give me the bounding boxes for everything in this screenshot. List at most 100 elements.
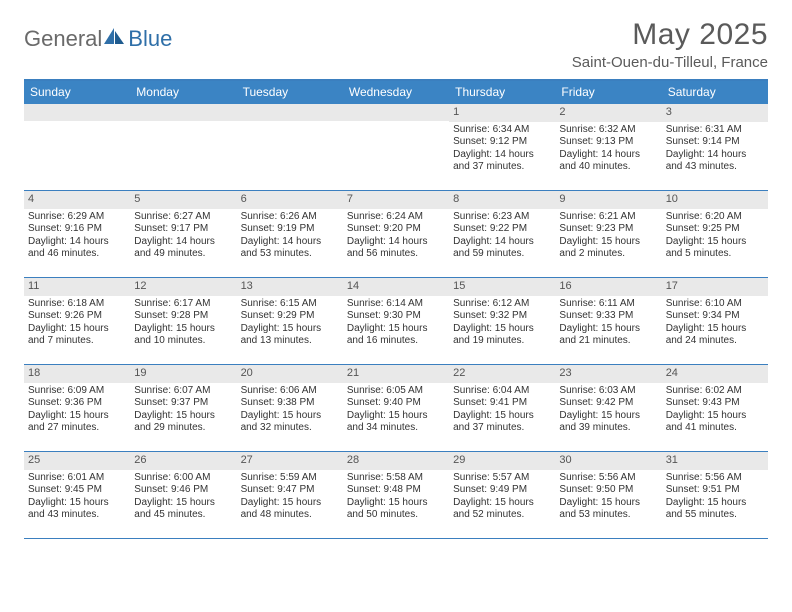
sunrise-line: Sunrise: 6:23 AM: [453, 211, 551, 224]
day-cell-empty: [237, 104, 343, 190]
day-cell-13: 13Sunrise: 6:15 AMSunset: 9:29 PMDayligh…: [237, 278, 343, 364]
day-number: 27: [241, 454, 253, 466]
daylight-line: Daylight: 15 hours and 53 minutes.: [559, 497, 657, 522]
logo: General Blue: [24, 18, 172, 52]
day-cell-7: 7Sunrise: 6:24 AMSunset: 9:20 PMDaylight…: [343, 191, 449, 277]
day-cell-24: 24Sunrise: 6:02 AMSunset: 9:43 PMDayligh…: [662, 365, 768, 451]
sunrise-line: Sunrise: 6:15 AM: [241, 298, 339, 311]
calendar-page: General Blue May 2025 Saint-Ouen-du-Till…: [0, 0, 792, 549]
day-cell-14: 14Sunrise: 6:14 AMSunset: 9:30 PMDayligh…: [343, 278, 449, 364]
day-number-row: 31: [662, 452, 768, 470]
sunset-line: Sunset: 9:49 PM: [453, 484, 551, 497]
daylight-line: Daylight: 15 hours and 7 minutes.: [28, 323, 126, 348]
sunrise-line: Sunrise: 6:07 AM: [134, 385, 232, 398]
day-cell-empty: [343, 104, 449, 190]
sunset-line: Sunset: 9:51 PM: [666, 484, 764, 497]
sunset-line: Sunset: 9:41 PM: [453, 397, 551, 410]
day-number-row: 12: [130, 278, 236, 296]
day-cell-8: 8Sunrise: 6:23 AMSunset: 9:22 PMDaylight…: [449, 191, 555, 277]
sunset-line: Sunset: 9:40 PM: [347, 397, 445, 410]
daylight-line: Daylight: 15 hours and 16 minutes.: [347, 323, 445, 348]
sunset-line: Sunset: 9:38 PM: [241, 397, 339, 410]
sunrise-line: Sunrise: 6:26 AM: [241, 211, 339, 224]
day-number-row: 9: [555, 191, 661, 209]
logo-text-general: General: [24, 26, 102, 52]
day-number: 10: [666, 193, 678, 205]
day-number-row: 22: [449, 365, 555, 383]
day-number-row-empty: [343, 104, 449, 121]
day-number-row: 21: [343, 365, 449, 383]
sunrise-line: Sunrise: 6:24 AM: [347, 211, 445, 224]
day-cell-12: 12Sunrise: 6:17 AMSunset: 9:28 PMDayligh…: [130, 278, 236, 364]
day-number-row: 30: [555, 452, 661, 470]
sunset-line: Sunset: 9:25 PM: [666, 223, 764, 236]
day-number-row: 1: [449, 104, 555, 122]
day-cell-1: 1Sunrise: 6:34 AMSunset: 9:12 PMDaylight…: [449, 104, 555, 190]
sunrise-line: Sunrise: 6:34 AM: [453, 124, 551, 137]
day-cell-empty: [24, 104, 130, 190]
weekday-thursday: Thursday: [449, 81, 555, 104]
day-cell-3: 3Sunrise: 6:31 AMSunset: 9:14 PMDaylight…: [662, 104, 768, 190]
day-cell-6: 6Sunrise: 6:26 AMSunset: 9:19 PMDaylight…: [237, 191, 343, 277]
sunrise-line: Sunrise: 6:04 AM: [453, 385, 551, 398]
daylight-line: Daylight: 14 hours and 56 minutes.: [347, 236, 445, 261]
day-number: 15: [453, 280, 465, 292]
sunrise-line: Sunrise: 5:56 AM: [666, 472, 764, 485]
day-number: 6: [241, 193, 247, 205]
weekday-wednesday: Wednesday: [343, 81, 449, 104]
day-number: 29: [453, 454, 465, 466]
sunrise-line: Sunrise: 6:14 AM: [347, 298, 445, 311]
weekday-sunday: Sunday: [24, 81, 130, 104]
day-number: 23: [559, 367, 571, 379]
daylight-line: Daylight: 14 hours and 53 minutes.: [241, 236, 339, 261]
daylight-line: Daylight: 15 hours and 34 minutes.: [347, 410, 445, 435]
day-number: 21: [347, 367, 359, 379]
daylight-line: Daylight: 14 hours and 46 minutes.: [28, 236, 126, 261]
day-number-row: 19: [130, 365, 236, 383]
day-number: 14: [347, 280, 359, 292]
day-cell-29: 29Sunrise: 5:57 AMSunset: 9:49 PMDayligh…: [449, 452, 555, 538]
sunset-line: Sunset: 9:32 PM: [453, 310, 551, 323]
day-cell-22: 22Sunrise: 6:04 AMSunset: 9:41 PMDayligh…: [449, 365, 555, 451]
sunset-line: Sunset: 9:36 PM: [28, 397, 126, 410]
sunset-line: Sunset: 9:13 PM: [559, 136, 657, 149]
day-cell-2: 2Sunrise: 6:32 AMSunset: 9:13 PMDaylight…: [555, 104, 661, 190]
day-number-row: 23: [555, 365, 661, 383]
daylight-line: Daylight: 15 hours and 5 minutes.: [666, 236, 764, 261]
day-number: 19: [134, 367, 146, 379]
day-cell-27: 27Sunrise: 5:59 AMSunset: 9:47 PMDayligh…: [237, 452, 343, 538]
sunset-line: Sunset: 9:42 PM: [559, 397, 657, 410]
daylight-line: Daylight: 15 hours and 2 minutes.: [559, 236, 657, 261]
sunrise-line: Sunrise: 6:01 AM: [28, 472, 126, 485]
sunset-line: Sunset: 9:16 PM: [28, 223, 126, 236]
day-number-row: 14: [343, 278, 449, 296]
sunrise-line: Sunrise: 6:12 AM: [453, 298, 551, 311]
calendar: SundayMondayTuesdayWednesdayThursdayFrid…: [24, 79, 768, 539]
daylight-line: Daylight: 15 hours and 10 minutes.: [134, 323, 232, 348]
weekday-tuesday: Tuesday: [237, 81, 343, 104]
day-number-row: 16: [555, 278, 661, 296]
sunrise-line: Sunrise: 5:58 AM: [347, 472, 445, 485]
header: General Blue May 2025 Saint-Ouen-du-Till…: [24, 18, 768, 71]
sunset-line: Sunset: 9:29 PM: [241, 310, 339, 323]
sunset-line: Sunset: 9:34 PM: [666, 310, 764, 323]
logo-text-blue: Blue: [128, 26, 172, 52]
day-number: 11: [28, 280, 39, 292]
sunset-line: Sunset: 9:17 PM: [134, 223, 232, 236]
day-cell-28: 28Sunrise: 5:58 AMSunset: 9:48 PMDayligh…: [343, 452, 449, 538]
day-number: 12: [134, 280, 146, 292]
day-cell-11: 11Sunrise: 6:18 AMSunset: 9:26 PMDayligh…: [24, 278, 130, 364]
daylight-line: Daylight: 15 hours and 29 minutes.: [134, 410, 232, 435]
sunrise-line: Sunrise: 6:20 AM: [666, 211, 764, 224]
week-row: 1Sunrise: 6:34 AMSunset: 9:12 PMDaylight…: [24, 104, 768, 191]
weekday-friday: Friday: [555, 81, 661, 104]
day-cell-17: 17Sunrise: 6:10 AMSunset: 9:34 PMDayligh…: [662, 278, 768, 364]
sunrise-line: Sunrise: 6:21 AM: [559, 211, 657, 224]
sunrise-line: Sunrise: 6:03 AM: [559, 385, 657, 398]
sunrise-line: Sunrise: 6:05 AM: [347, 385, 445, 398]
sunset-line: Sunset: 9:26 PM: [28, 310, 126, 323]
day-cell-empty: [130, 104, 236, 190]
day-number-row: 10: [662, 191, 768, 209]
day-number-row: 13: [237, 278, 343, 296]
daylight-line: Daylight: 15 hours and 32 minutes.: [241, 410, 339, 435]
